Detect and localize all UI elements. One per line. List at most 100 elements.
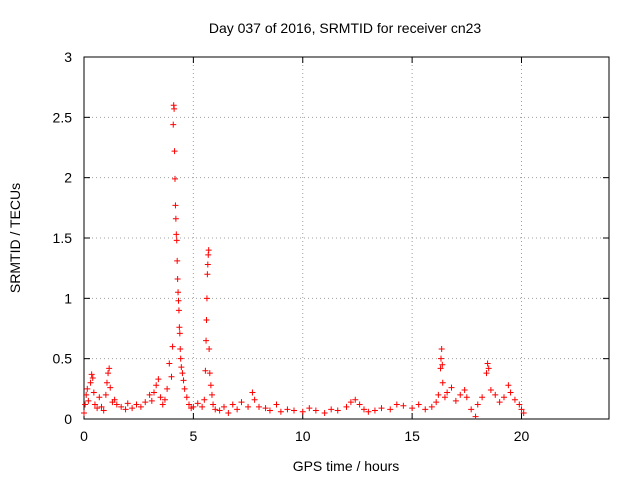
data-point bbox=[89, 374, 96, 381]
data-point bbox=[91, 401, 98, 408]
data-point bbox=[461, 387, 468, 394]
data-point bbox=[245, 403, 252, 410]
data-point bbox=[124, 400, 131, 407]
data-point bbox=[161, 396, 168, 403]
data-point bbox=[210, 401, 217, 408]
data-point bbox=[179, 370, 186, 377]
data-point bbox=[172, 175, 178, 182]
data-point bbox=[203, 337, 210, 344]
tick-labels: 0 5 10 15 20 0 0.5 1 1.5 2 2.5 3 bbox=[53, 49, 530, 444]
data-point bbox=[103, 379, 110, 386]
data-point bbox=[378, 405, 385, 412]
data-point bbox=[400, 402, 407, 409]
data-point bbox=[483, 370, 490, 377]
data-point bbox=[356, 401, 363, 408]
data-point bbox=[178, 364, 185, 371]
data-point bbox=[505, 382, 512, 389]
data-point bbox=[81, 409, 87, 416]
data-point bbox=[251, 396, 258, 403]
data-point bbox=[102, 391, 109, 398]
data-point bbox=[501, 394, 507, 401]
data-point bbox=[496, 399, 503, 406]
data-point bbox=[169, 343, 176, 350]
data-point bbox=[208, 391, 215, 398]
data-point bbox=[204, 261, 211, 268]
data-point bbox=[142, 399, 149, 406]
data-point bbox=[166, 360, 173, 367]
data-point bbox=[371, 407, 378, 414]
data-point bbox=[90, 389, 97, 396]
data-point bbox=[212, 406, 219, 413]
data-point bbox=[238, 399, 245, 406]
data-point bbox=[437, 365, 444, 372]
data-point bbox=[113, 401, 120, 408]
data-point bbox=[452, 397, 459, 404]
data-point bbox=[190, 403, 197, 410]
data-point bbox=[249, 389, 256, 396]
data-point bbox=[225, 409, 232, 416]
data-point bbox=[174, 276, 181, 283]
data-point bbox=[159, 401, 166, 408]
data-point bbox=[328, 406, 335, 413]
x-tick-label: 5 bbox=[189, 428, 197, 444]
data-point bbox=[85, 397, 92, 404]
data-point bbox=[111, 396, 118, 403]
data-point bbox=[129, 405, 136, 412]
data-point bbox=[472, 413, 479, 420]
data-point bbox=[202, 367, 209, 374]
data-point bbox=[171, 148, 178, 155]
data-point bbox=[105, 370, 112, 377]
data-point bbox=[422, 406, 429, 413]
data-point bbox=[216, 407, 223, 414]
x-tick-label: 0 bbox=[80, 428, 88, 444]
data-point bbox=[256, 403, 262, 410]
data-point bbox=[106, 365, 113, 372]
data-point bbox=[387, 406, 394, 413]
data-point bbox=[83, 391, 90, 398]
data-point bbox=[96, 394, 103, 401]
data-point bbox=[441, 394, 448, 401]
data-point bbox=[347, 399, 354, 406]
axis-ticks bbox=[83, 56, 609, 420]
grid-lines bbox=[84, 57, 609, 419]
plot-frame bbox=[83, 56, 610, 420]
data-point bbox=[175, 307, 182, 314]
data-point bbox=[444, 389, 451, 396]
data-point bbox=[438, 355, 444, 362]
data-point bbox=[176, 330, 183, 337]
data-point bbox=[199, 403, 206, 410]
data-point bbox=[107, 384, 114, 391]
data-point bbox=[457, 391, 464, 398]
data-point bbox=[172, 202, 179, 209]
data-point bbox=[133, 401, 140, 408]
data-points bbox=[81, 102, 527, 420]
x-axis-label: GPS time / hours bbox=[293, 458, 400, 474]
data-point bbox=[206, 346, 213, 353]
data-point bbox=[273, 401, 280, 408]
y-tick-label: 1 bbox=[64, 290, 72, 306]
data-point bbox=[448, 384, 455, 391]
y-tick-label: 1.5 bbox=[53, 230, 73, 246]
y-tick-label: 3 bbox=[64, 49, 72, 65]
data-point bbox=[118, 403, 125, 410]
data-point bbox=[484, 360, 491, 367]
data-point bbox=[175, 297, 182, 304]
data-point bbox=[474, 401, 481, 408]
data-point bbox=[98, 403, 105, 410]
data-point bbox=[173, 237, 180, 244]
y-tick-label: 2.5 bbox=[53, 109, 73, 125]
data-point bbox=[428, 403, 435, 410]
data-point bbox=[284, 406, 291, 413]
data-point bbox=[277, 408, 284, 415]
chart-title: Day 037 of 2016, SRMTID for receiver cn2… bbox=[209, 20, 482, 36]
data-point bbox=[485, 365, 492, 372]
data-point bbox=[507, 389, 514, 396]
data-point bbox=[203, 317, 210, 324]
data-point bbox=[463, 394, 470, 401]
data-point bbox=[312, 407, 319, 414]
data-point bbox=[207, 382, 214, 389]
data-point bbox=[492, 391, 499, 398]
data-point bbox=[201, 396, 208, 403]
data-point bbox=[206, 370, 213, 377]
